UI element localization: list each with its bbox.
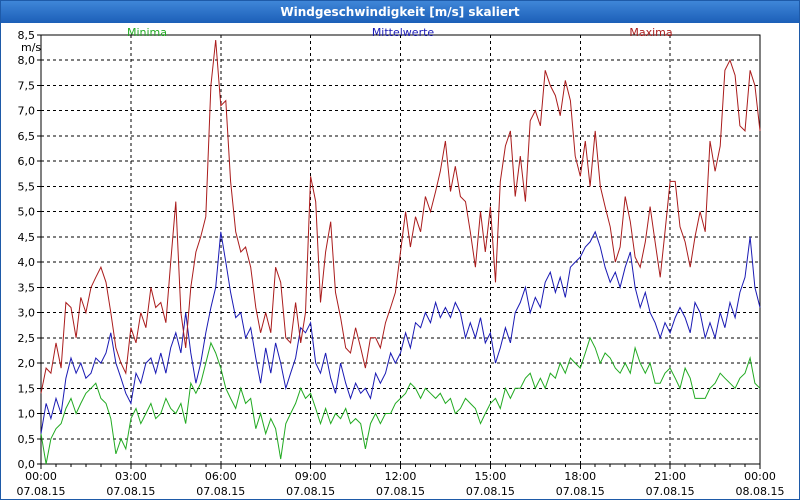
y-tick-label: 3,0 bbox=[18, 307, 36, 320]
x-tick-date: 07.08.15 bbox=[106, 485, 155, 498]
y-tick-label: 5,0 bbox=[18, 206, 36, 219]
x-tick-date: 07.08.15 bbox=[466, 485, 515, 498]
y-tick-label: 7,0 bbox=[18, 105, 36, 118]
series-lines bbox=[40, 39, 761, 465]
x-tick-time: 15:00 bbox=[475, 470, 507, 483]
x-tick-date: 07.08.15 bbox=[17, 485, 66, 498]
y-tick-label: 4,5 bbox=[18, 231, 36, 244]
y-tick-label: 4,0 bbox=[18, 256, 36, 269]
x-tick-time: 12:00 bbox=[385, 470, 417, 483]
x-tick-time: 00:00 bbox=[744, 470, 776, 483]
x-tick-time: 03:00 bbox=[115, 470, 147, 483]
legend: Minima Mittelwerte Maxima bbox=[127, 26, 673, 39]
legend-entry-mittelwerte: Mittelwerte bbox=[372, 26, 435, 39]
x-tick-time: 09:00 bbox=[295, 470, 327, 483]
series-line-mittelwerte bbox=[40, 230, 761, 434]
x-tick-date: 07.08.15 bbox=[196, 485, 245, 498]
x-tick-date: 07.08.15 bbox=[286, 485, 335, 498]
series-line-minima bbox=[40, 336, 761, 465]
y-tick-label: 1,5 bbox=[18, 382, 36, 395]
x-tick-time: 06:00 bbox=[205, 470, 237, 483]
y-tick-label: 5,5 bbox=[18, 180, 36, 193]
x-tick-time: 00:00 bbox=[25, 470, 57, 483]
series-line-maxima bbox=[40, 39, 761, 394]
y-tick-label: 2,0 bbox=[18, 357, 36, 370]
x-tick-date: 07.08.15 bbox=[646, 485, 695, 498]
y-tick-label: 0,5 bbox=[18, 433, 36, 446]
y-tick-label: 6,0 bbox=[18, 155, 36, 168]
y-axis-label: m/s bbox=[21, 41, 41, 54]
x-tick-time: 18:00 bbox=[564, 470, 596, 483]
y-tick-label: 2,5 bbox=[18, 332, 36, 345]
x-tick-date: 07.08.15 bbox=[556, 485, 605, 498]
x-tick-date: 07.08.15 bbox=[376, 485, 425, 498]
y-tick-label: 3,5 bbox=[18, 281, 36, 294]
window-title: Windgeschwindigkeit [m/s] skaliert bbox=[1, 1, 799, 23]
y-tick-label: 1,0 bbox=[18, 408, 36, 421]
y-tick-label: 6,5 bbox=[18, 130, 36, 143]
x-tick-date: 08.08.15 bbox=[736, 485, 785, 498]
y-tick-label: 8,0 bbox=[18, 54, 36, 67]
legend-entry-maxima: Maxima bbox=[629, 26, 672, 39]
y-tick-label: 7,5 bbox=[18, 79, 36, 92]
y-axis-ticks: 0,0 0,5 1,0 1,5 2,0 2,5 3,0 3,5 4,0 4,5 5,0 5,5 6,0 6… bbox=[18, 29, 41, 471]
y-tick-label: 8,5 bbox=[18, 29, 36, 42]
x-axis-ticks: 00:00 07.08.15 03:00 07.08.15 06:00 07.08.15 0… bbox=[17, 464, 785, 498]
legend-entry-minima: Minima bbox=[127, 26, 167, 39]
x-tick-time: 21:00 bbox=[654, 470, 686, 483]
y-tick-label: 0,0 bbox=[18, 458, 36, 471]
